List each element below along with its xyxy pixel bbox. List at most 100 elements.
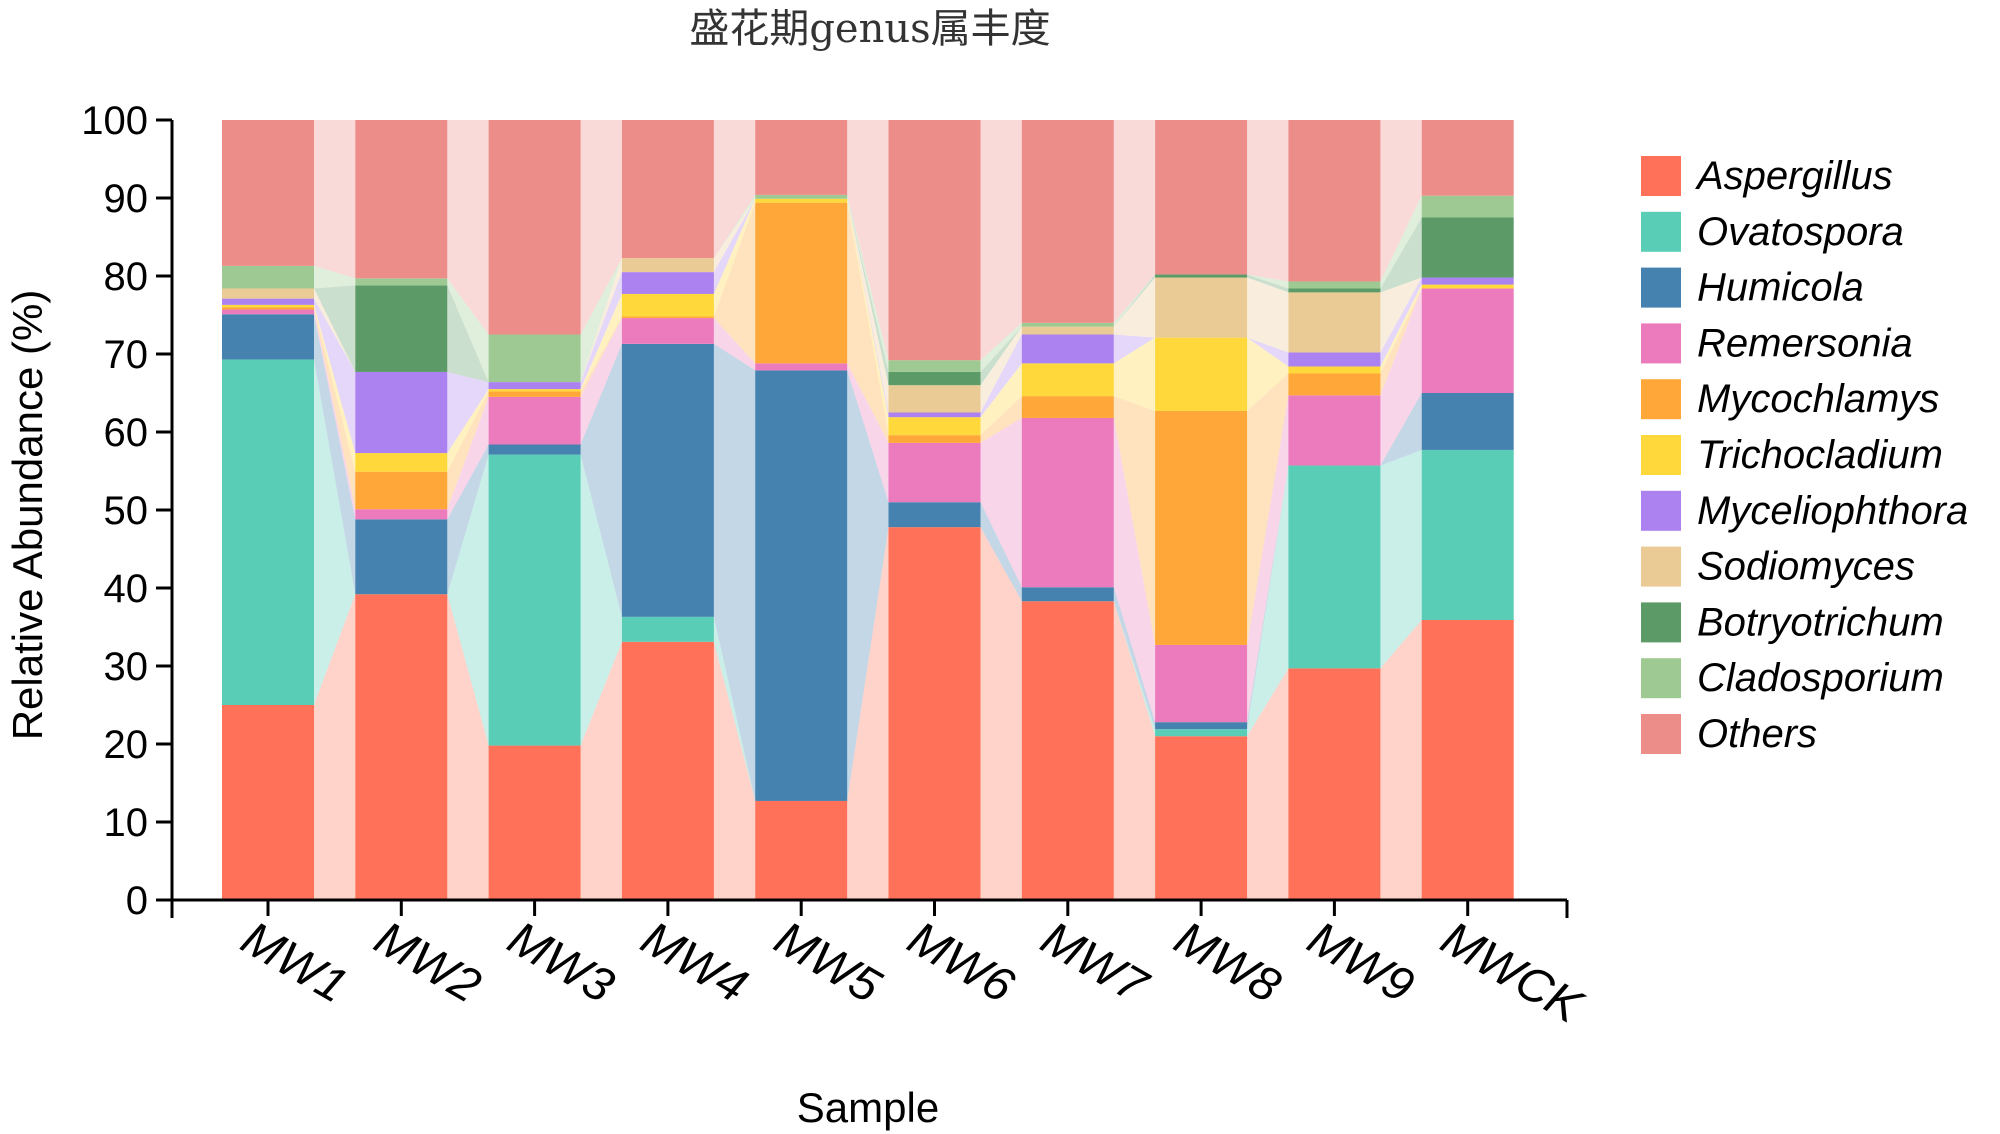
- ribbon-trichocladium-mw9-mwck: [1380, 284, 1422, 374]
- bar-mw1-sodiomyces: [222, 288, 314, 299]
- ribbon-remersonia-mw5-mw6: [847, 363, 889, 503]
- ribbon-cladosporium-mw8-mw9: [1247, 274, 1289, 289]
- legend-label-ovatospora: Ovatospora: [1697, 210, 1904, 254]
- ribbon-sodiomyces-mw8-mw9: [1247, 277, 1289, 353]
- bar-mwck-ovatospora: [1421, 449, 1514, 620]
- bar-mw9-botryotrichum: [1288, 288, 1381, 293]
- ribbon-humicola-mw3-mw4: [580, 343, 622, 617]
- ribbon-others-mw1-mw2: [314, 120, 356, 279]
- bar-mw2-others: [355, 120, 448, 279]
- bar-mw5-remersonia: [755, 363, 848, 371]
- bar-mw1-ovatospora: [222, 359, 314, 705]
- bar-mw7-aspergillus: [1021, 601, 1114, 900]
- ribbon-myceliophthora-mw8-mw9: [1247, 337, 1289, 367]
- ribbon-myceliophthora-mw6-mw7: [980, 334, 1022, 418]
- ribbon-mycochlamys-mw2-mw3: [447, 391, 489, 510]
- legend-swatch-humicola: [1641, 267, 1681, 308]
- bar-mw9-ovatospora: [1288, 465, 1381, 669]
- ribbon-aspergillus-mw9-mwck: [1380, 619, 1422, 900]
- legend-label-remersonia: Remersonia: [1697, 321, 1913, 365]
- y-tick-label-10: 10: [104, 801, 149, 845]
- bar-mw9-aspergillus: [1288, 668, 1381, 900]
- ribbon-remersonia-mw2-mw3: [447, 396, 489, 520]
- bar-mw4-aspergillus: [621, 641, 714, 900]
- bar-mw4-others: [621, 120, 714, 259]
- bar-mw9-cladosporium: [1288, 281, 1381, 289]
- bar-mw3-mycochlamys: [488, 391, 581, 397]
- ribbon-aspergillus-mw6-mw7: [980, 527, 1022, 900]
- bar-mw6-sodiomyces: [888, 385, 981, 413]
- bar-mwck-cladosporium: [1421, 195, 1514, 218]
- y-tick-label-60: 60: [104, 411, 149, 455]
- bar-mw5-humicola: [755, 370, 848, 801]
- bar-mw1-mycochlamys: [222, 307, 314, 310]
- legend-swatch-myceliophthora: [1641, 490, 1681, 531]
- y-tick-label-30: 30: [104, 645, 149, 689]
- legend-swatch-trichocladium: [1641, 435, 1681, 475]
- ribbon-ovatospora-mw9-mwck: [1380, 449, 1422, 669]
- y-tick-label-80: 80: [104, 255, 149, 299]
- bar-mw6-trichocladium: [888, 417, 981, 436]
- ribbon-botryotrichum-mw8-mw9: [1247, 274, 1289, 293]
- ribbon-others-mw4-mw5: [713, 120, 756, 259]
- bar-mw3-aspergillus: [488, 745, 581, 900]
- bar-mw4-ovatospora: [621, 616, 714, 642]
- ribbon-others-mw6-mw7: [980, 120, 1022, 361]
- ribbon-remersonia-mw7-mw8: [1113, 417, 1156, 723]
- bar-mw2-remersonia: [355, 509, 448, 520]
- ribbon-cladosporium-mw9-mwck: [1380, 195, 1422, 289]
- legend-label-botryotrichum: Botryotrichum: [1697, 600, 1944, 644]
- bar-mw3-cladosporium: [488, 334, 581, 383]
- bar-mw6-aspergillus: [888, 527, 981, 900]
- ribbon-aspergillus-mw2-mw3: [447, 594, 489, 900]
- bar-mw4-mycochlamys: [621, 316, 714, 319]
- ribbon-myceliophthora-mw2-mw3: [447, 371, 489, 454]
- ribbon-myceliophthora-mw7-mw8: [1113, 334, 1156, 364]
- bar-mw8-humicola: [1155, 722, 1248, 730]
- ribbon-ovatospora-mw3-mw4: [580, 454, 622, 746]
- ribbon-mycochlamys-mw1-mw2: [314, 307, 356, 510]
- bar-mw9-myceliophthora: [1288, 352, 1381, 367]
- x-axis-title: Sample: [797, 1084, 939, 1131]
- legend-swatch-ovatospora: [1641, 211, 1681, 252]
- x-tick-label-mw8: MW8: [1166, 912, 1290, 1014]
- ribbon-botryotrichum-mw1-mw2: [314, 285, 356, 372]
- ribbon-botryotrichum-mw6-mw7: [980, 326, 1022, 386]
- bar-mw4-humicola: [621, 343, 714, 617]
- y-axis-title: Relative Abundance (%): [4, 290, 51, 741]
- bar-stacks: [222, 120, 1514, 900]
- bar-mw7-remersonia: [1021, 417, 1114, 588]
- ribbon-humicola-mw5-mw6: [847, 370, 889, 801]
- ribbon-humicola-mw2-mw3: [447, 444, 489, 595]
- ribbon-aspergillus-mw8-mw9: [1247, 668, 1289, 900]
- bar-mw3-remersonia: [488, 396, 581, 445]
- bar-mwck-others: [1421, 120, 1514, 196]
- legend-swatch-sodiomyces: [1641, 546, 1681, 587]
- legend-label-myceliophthora: Myceliophthora: [1697, 489, 1968, 533]
- y-tick-label-90: 90: [104, 177, 149, 221]
- legend-swatch-aspergillus: [1641, 156, 1681, 196]
- bar-mw7-others: [1021, 120, 1114, 323]
- ribbon-cladosporium-mw3-mw4: [580, 258, 622, 383]
- bar-mw8-mycochlamys: [1155, 410, 1248, 645]
- bar-mw4-sodiomyces: [621, 258, 714, 273]
- ribbon-humicola-mw9-mwck: [1380, 393, 1422, 466]
- ribbon-trichocladium-mw1-mw2: [314, 304, 356, 472]
- bar-mw2-botryotrichum: [355, 285, 448, 372]
- ribbon-remersonia-mw6-mw7: [980, 417, 1022, 588]
- bar-mw2-myceliophthora: [355, 371, 448, 454]
- ribbon-mycochlamys-mw7-mw8: [1113, 396, 1156, 645]
- bar-mw3-humicola: [488, 444, 581, 455]
- legend-label-humicola: Humicola: [1697, 266, 1864, 310]
- legend-label-others: Others: [1697, 712, 1817, 756]
- bar-mw6-humicola: [888, 502, 981, 528]
- bar-mw9-mycochlamys: [1288, 373, 1381, 396]
- ribbon-humicola-mw6-mw7: [980, 502, 1022, 602]
- y-tick-label-70: 70: [104, 333, 149, 377]
- bar-mwck-aspergillus: [1421, 619, 1514, 900]
- bar-mw2-cladosporium: [355, 278, 448, 286]
- ribbon-trichocladium-mw2-mw3: [447, 389, 489, 472]
- bar-mw7-humicola: [1021, 587, 1114, 602]
- bar-mw9-others: [1288, 120, 1381, 282]
- ribbon-humicola-mw1-mw2: [314, 314, 356, 595]
